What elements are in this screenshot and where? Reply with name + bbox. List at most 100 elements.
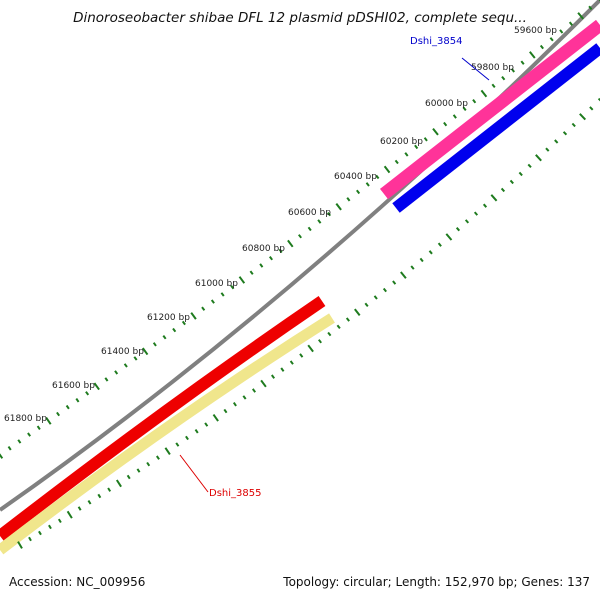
minor-tick <box>87 500 92 505</box>
major-tick <box>577 12 584 20</box>
major-tick <box>535 154 542 162</box>
minor-tick <box>194 429 199 434</box>
tick-label: 60800 bp <box>242 244 285 254</box>
minor-tick <box>482 203 488 208</box>
tick-label: 60000 bp <box>425 99 468 109</box>
minor-tick <box>373 295 378 300</box>
minor-tick <box>307 226 312 232</box>
minor-tick <box>428 250 433 255</box>
minor-tick <box>230 285 235 290</box>
gene-dshi-3854-rev[interactable] <box>392 43 600 213</box>
major-tick <box>383 165 391 174</box>
minor-tick <box>559 29 564 34</box>
major-tick <box>0 453 4 459</box>
minor-tick <box>172 327 177 333</box>
tick-label: 60400 bp <box>334 172 377 182</box>
accession-text: Accession: NC_009956 <box>9 575 146 589</box>
minor-tick <box>501 75 506 81</box>
minor-tick <box>185 435 189 441</box>
minor-tick <box>327 331 332 337</box>
minor-tick <box>201 306 206 311</box>
tick-label: 61800 bp <box>4 414 47 424</box>
minor-tick <box>123 363 128 368</box>
minor-tick <box>375 174 380 180</box>
minor-tick <box>57 518 62 524</box>
major-tick <box>260 379 267 388</box>
minor-tick <box>491 83 496 89</box>
minor-tick <box>75 398 80 403</box>
major-tick <box>335 202 342 211</box>
minor-tick <box>500 187 506 193</box>
minor-tick <box>107 487 112 492</box>
major-tick <box>190 312 197 320</box>
minor-tick <box>404 152 409 157</box>
minor-tick <box>223 408 228 414</box>
minor-tick <box>473 211 479 216</box>
minor-tick <box>232 402 237 407</box>
major-tick <box>164 447 171 455</box>
minor-tick <box>437 242 442 247</box>
minor-tick <box>36 425 41 430</box>
minor-tick <box>568 21 573 26</box>
tick-label: 61000 bp <box>195 279 238 289</box>
minor-tick <box>97 493 102 499</box>
major-tick <box>238 276 246 284</box>
inner-tick-ring <box>17 97 600 549</box>
minor-tick <box>382 287 387 293</box>
minor-tick <box>204 422 209 427</box>
minor-tick <box>509 179 514 185</box>
minor-tick <box>549 37 554 42</box>
tick-label: 61600 bp <box>52 381 95 391</box>
minor-tick <box>423 137 428 142</box>
minor-tick <box>510 68 515 73</box>
major-tick <box>66 510 73 519</box>
gene-dshi-3855-label[interactable]: Dshi_3855 <box>209 488 261 499</box>
minor-tick <box>210 299 215 304</box>
plasmid-backbone <box>0 0 600 512</box>
gene-dshi-3854-leader <box>461 57 490 81</box>
minor-tick <box>17 439 22 444</box>
minor-tick <box>249 270 254 275</box>
minor-tick <box>38 530 42 536</box>
major-tick <box>287 239 294 248</box>
minor-tick <box>597 97 600 102</box>
gene-dshi-3855-rev[interactable] <box>0 313 335 555</box>
major-tick <box>212 414 219 422</box>
minor-tick <box>56 411 61 417</box>
major-tick <box>432 127 439 136</box>
gene-dshi-3854-label[interactable]: Dshi_3854 <box>410 36 462 47</box>
minor-tick <box>327 211 331 217</box>
minor-tick <box>336 324 341 330</box>
minor-tick <box>419 257 424 263</box>
minor-tick <box>298 234 302 239</box>
minor-tick <box>589 106 594 111</box>
major-tick <box>490 194 498 202</box>
minor-tick <box>28 536 32 542</box>
minor-tick <box>77 506 82 511</box>
minor-tick <box>394 159 399 165</box>
gene-dshi-3854-fwd[interactable] <box>379 19 600 200</box>
minor-tick <box>365 182 370 187</box>
minor-tick <box>345 317 350 322</box>
minor-tick <box>562 131 568 136</box>
minor-tick <box>443 121 448 127</box>
major-tick <box>400 271 407 279</box>
major-tick <box>141 347 149 356</box>
tick-label: 59600 bp <box>514 26 557 36</box>
minor-tick <box>270 374 276 379</box>
minor-tick <box>464 219 470 224</box>
minor-tick <box>356 189 361 195</box>
major-tick <box>45 417 52 425</box>
major-tick <box>354 308 361 317</box>
minor-tick <box>175 442 180 447</box>
minor-tick <box>268 256 274 261</box>
minor-tick <box>539 44 544 50</box>
topology-summary: Topology: circular; Length: 152,970 bp; … <box>283 575 590 589</box>
minor-tick <box>554 139 559 144</box>
gene-dshi-3855-fwd[interactable] <box>0 296 326 541</box>
minor-tick <box>278 248 283 254</box>
minor-tick <box>410 265 415 270</box>
minor-tick <box>126 474 131 480</box>
minor-tick <box>571 122 576 128</box>
map-title: Dinoroseobacter shibae DFL 12 plasmid pD… <box>73 10 527 26</box>
